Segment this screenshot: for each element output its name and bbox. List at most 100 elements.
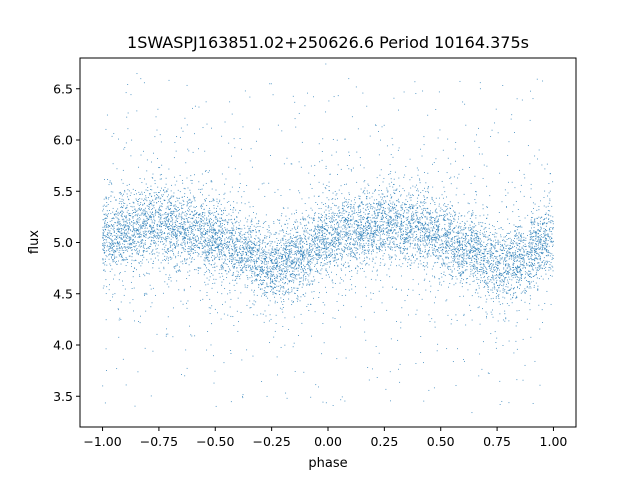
data-point — [524, 254, 526, 256]
data-point — [165, 335, 167, 337]
data-point — [421, 215, 423, 217]
data-point — [228, 271, 230, 273]
data-point — [281, 271, 283, 273]
data-point — [287, 266, 289, 268]
data-point — [118, 279, 120, 281]
data-point — [206, 245, 208, 247]
data-point — [490, 256, 492, 258]
data-point — [176, 235, 178, 237]
data-point — [327, 205, 329, 207]
data-point — [184, 239, 186, 241]
data-point — [273, 267, 275, 269]
data-point — [309, 245, 311, 246]
data-point — [390, 257, 392, 259]
data-point — [454, 256, 456, 258]
data-point — [186, 238, 188, 240]
data-point — [380, 212, 382, 214]
data-point — [497, 267, 499, 269]
data-point — [361, 201, 363, 203]
data-point — [166, 256, 168, 258]
data-point — [401, 204, 403, 206]
data-point — [441, 242, 443, 244]
data-point — [154, 253, 156, 255]
data-point — [473, 276, 475, 278]
data-point — [346, 247, 348, 249]
data-point — [489, 263, 491, 265]
data-point — [126, 219, 128, 221]
data-point — [386, 274, 388, 276]
data-point — [374, 190, 375, 192]
data-point — [377, 214, 379, 216]
data-point — [337, 198, 338, 200]
data-point — [407, 262, 409, 264]
data-point — [233, 243, 235, 245]
data-point — [445, 256, 447, 258]
data-point — [505, 248, 507, 249]
data-point — [171, 195, 173, 197]
data-point — [147, 214, 149, 216]
data-point — [449, 178, 451, 179]
data-point — [480, 274, 482, 276]
data-point — [226, 230, 228, 232]
data-point — [116, 245, 118, 247]
data-point — [391, 208, 393, 210]
data-point — [124, 226, 126, 228]
data-point — [551, 259, 553, 260]
data-point — [527, 264, 529, 266]
data-point — [356, 151, 358, 153]
data-point — [506, 232, 508, 234]
data-point — [322, 302, 324, 303]
data-point — [328, 247, 329, 248]
data-point — [219, 269, 221, 271]
data-point — [353, 211, 355, 213]
data-point — [142, 203, 144, 205]
data-point — [503, 267, 505, 269]
data-point — [206, 243, 208, 245]
data-point — [355, 268, 356, 270]
data-point — [330, 226, 331, 228]
data-point — [307, 251, 309, 253]
data-point — [502, 287, 504, 289]
data-point — [461, 260, 463, 262]
data-point — [294, 276, 296, 278]
data-point — [112, 243, 114, 245]
data-point — [403, 246, 405, 248]
data-point — [381, 243, 383, 245]
data-point — [410, 264, 412, 266]
data-point — [168, 208, 170, 210]
data-point — [314, 237, 316, 238]
data-point — [521, 248, 523, 249]
data-point — [177, 200, 179, 202]
data-point — [513, 352, 515, 354]
data-point — [375, 222, 377, 224]
data-point — [188, 226, 190, 228]
data-point — [264, 294, 266, 295]
data-point — [129, 229, 131, 231]
data-point — [350, 233, 352, 235]
data-point — [503, 279, 505, 281]
data-point — [389, 207, 390, 209]
data-point — [369, 197, 371, 199]
data-point — [371, 253, 373, 255]
data-point — [275, 280, 277, 282]
data-point — [247, 236, 249, 238]
data-point — [211, 305, 213, 307]
data-point — [227, 245, 229, 247]
data-point — [387, 220, 389, 222]
data-point — [323, 254, 325, 256]
data-point — [198, 230, 200, 232]
data-point — [455, 225, 457, 227]
data-point — [181, 247, 183, 249]
data-point — [273, 256, 275, 258]
data-point — [333, 229, 335, 230]
data-point — [199, 227, 201, 229]
data-point — [217, 246, 219, 248]
data-point — [436, 225, 438, 227]
data-point — [290, 163, 292, 165]
data-point — [482, 280, 483, 282]
data-point — [360, 209, 361, 211]
data-point — [128, 236, 130, 238]
data-point — [471, 248, 473, 249]
data-point — [350, 219, 351, 221]
data-point — [548, 192, 550, 194]
